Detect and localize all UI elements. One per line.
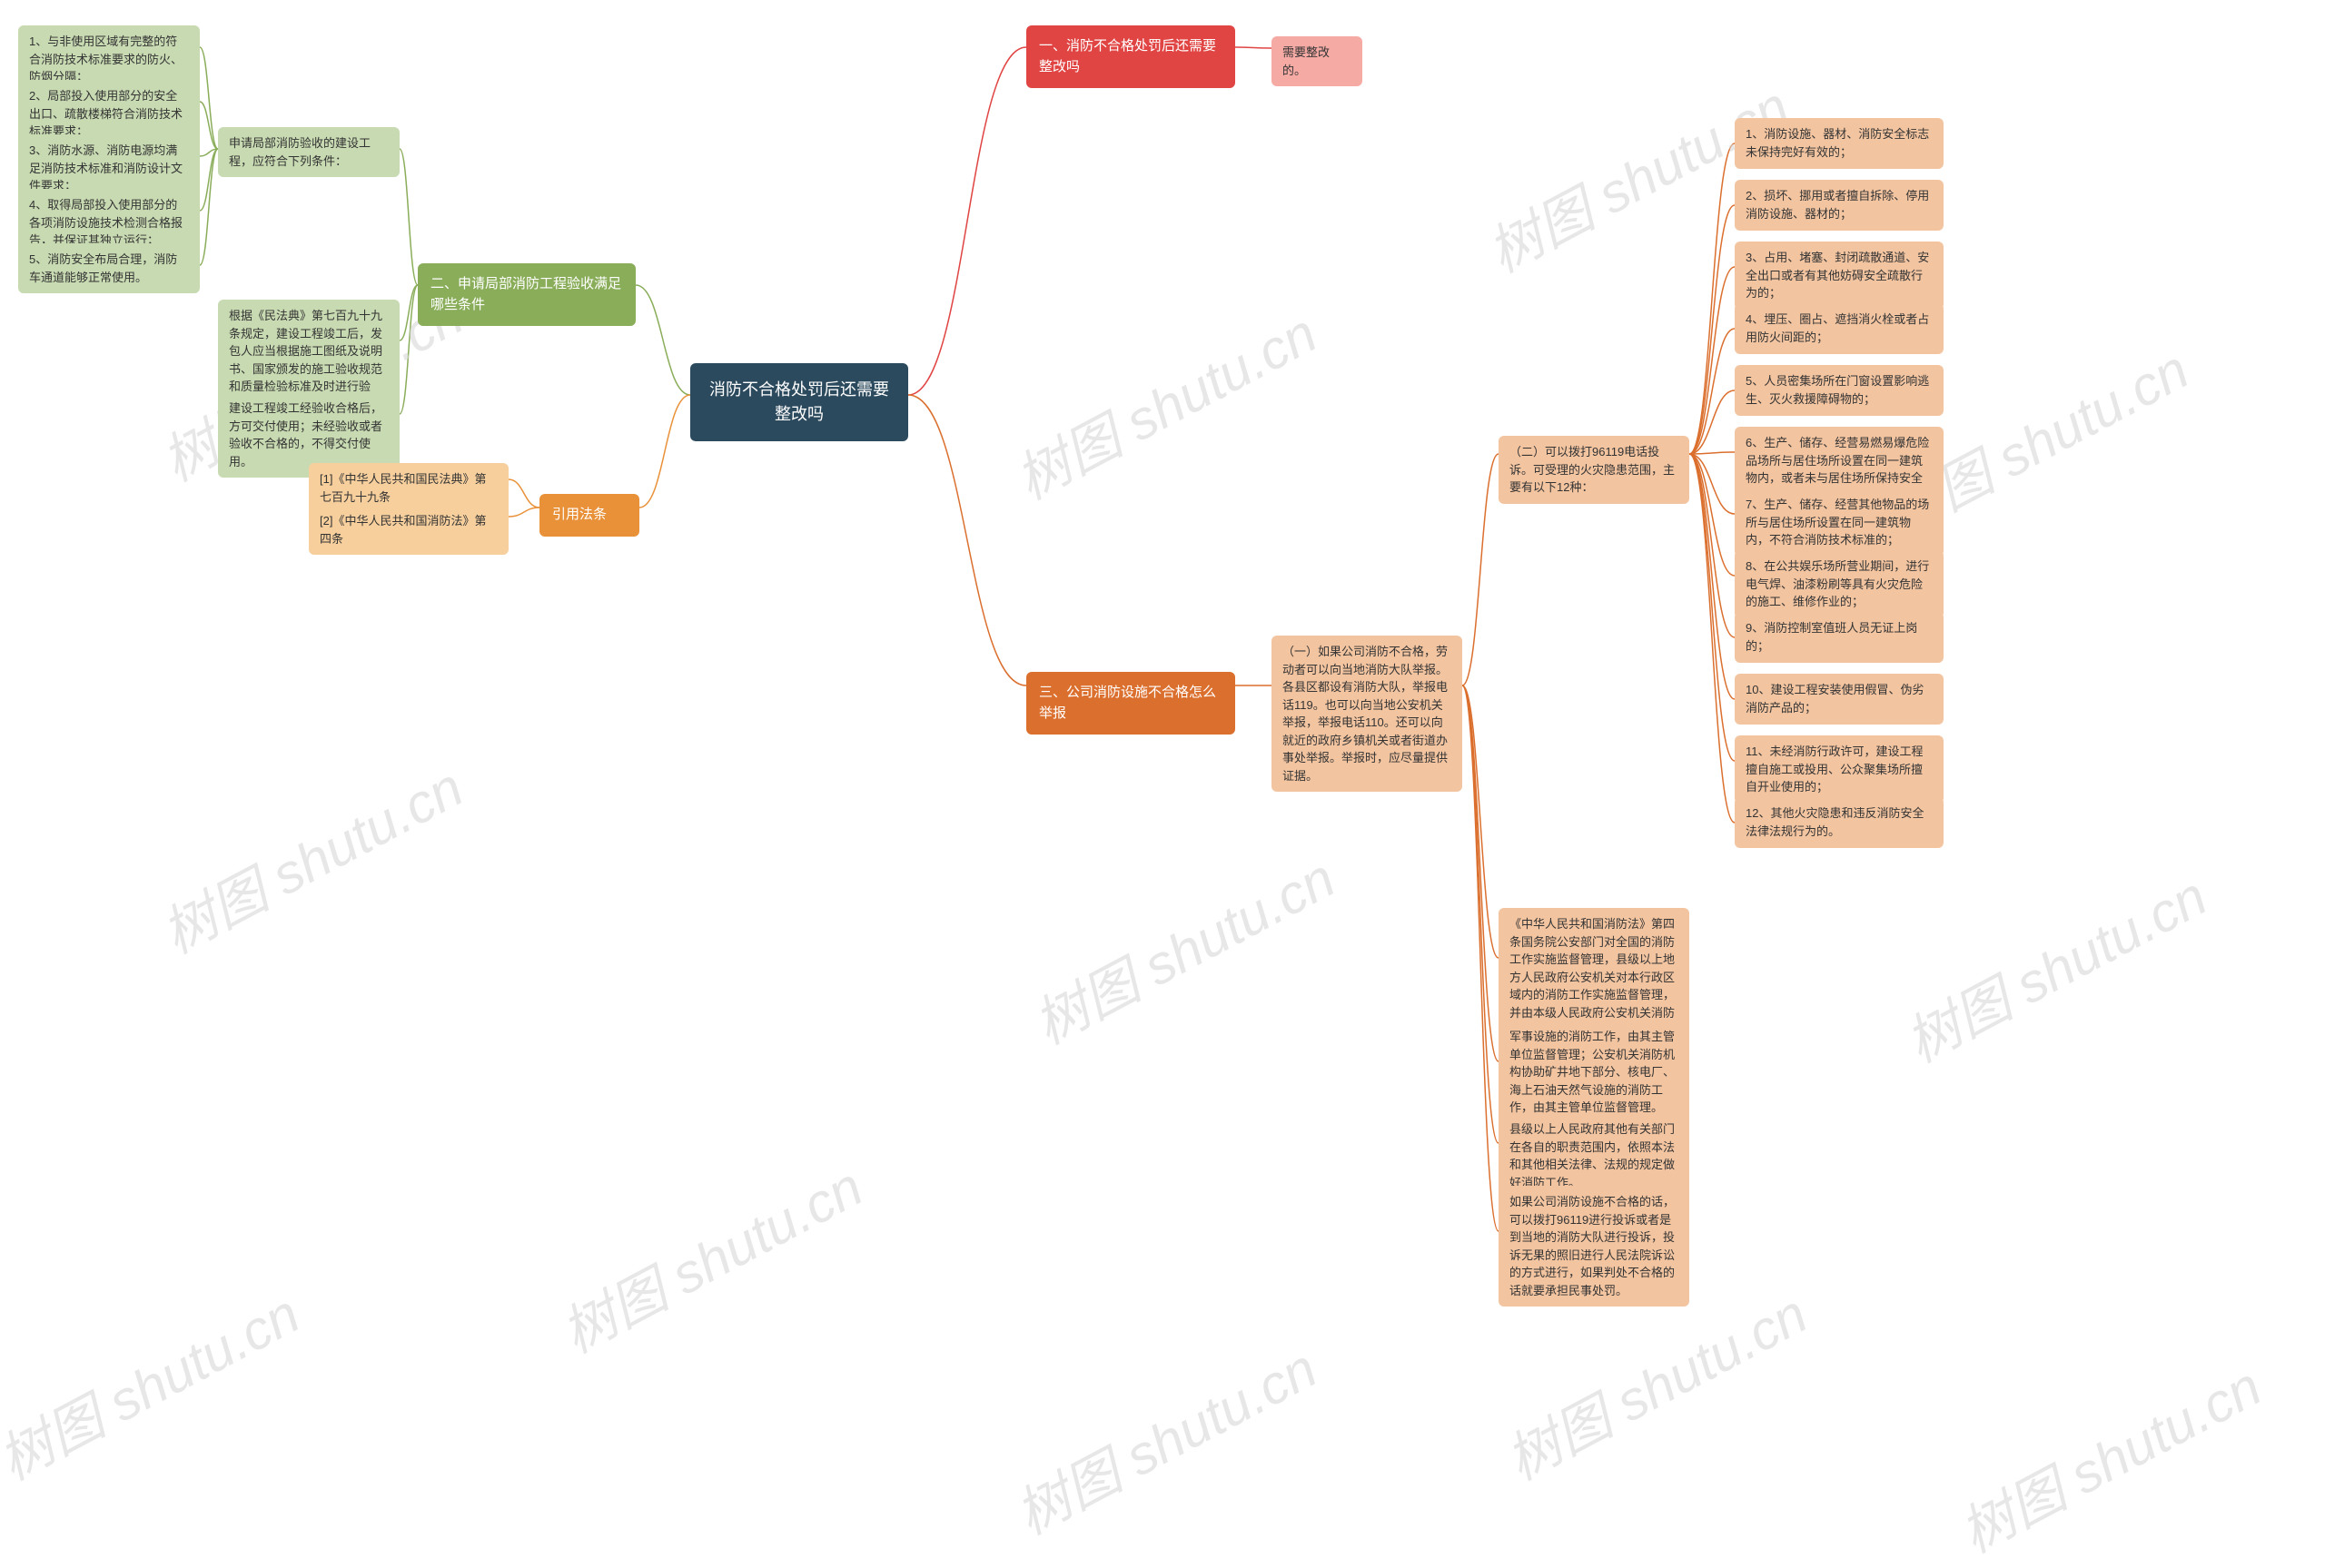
orange-header[interactable]: 三、公司消防设施不合格怎么举报: [1026, 672, 1235, 735]
olive-sub: 申请局部消防验收的建设工程，应符合下列条件：: [218, 127, 400, 177]
olive-leaf-4: 5、消防安全布局合理，消防车通道能够正常使用。: [18, 243, 200, 293]
amber-leaf-1: [2]《中华人民共和国消防法》第四条: [309, 505, 509, 555]
orange-detail-6: 7、生产、储存、经营其他物品的场所与居住场所设置在同一建筑物内，不符合消防技术标…: [1735, 488, 1944, 557]
orange-detail-11: 12、其他火灾隐患和违反消防安全法律法规行为的。: [1735, 797, 1944, 848]
orange-sub1: （一）如果公司消防不合格，劳动者可以向当地消防大队举报。各县区都设有消防大队，举…: [1271, 636, 1462, 792]
orange-tail-3: 如果公司消防设施不合格的话，可以拨打96119进行投诉或者是到当地的消防大队进行…: [1499, 1186, 1689, 1307]
center-node[interactable]: 消防不合格处罚后还需要整改吗: [690, 363, 908, 441]
amber-header[interactable]: 引用法条: [539, 494, 639, 537]
orange-tail-1: 军事设施的消防工作，由其主管单位监督管理；公安机关消防机构协助矿井地下部分、核电…: [1499, 1021, 1689, 1124]
orange-detail-9: 10、建设工程安装使用假冒、伪劣消防产品的；: [1735, 674, 1944, 725]
orange-detail-2: 3、占用、堵塞、封闭疏散通道、安全出口或者有其他妨碍安全疏散行为的；: [1735, 242, 1944, 310]
orange-sub2: （二）可以拨打96119电话投诉。可受理的火灾隐患范围，主要有以下12种：: [1499, 436, 1689, 504]
orange-detail-4: 5、人员密集场所在门窗设置影响逃生、灭火救援障碍物的；: [1735, 365, 1944, 416]
orange-detail-7: 8、在公共娱乐场所营业期间，进行电气焊、油漆粉刷等具有火灾危险的施工、维修作业的…: [1735, 550, 1944, 618]
orange-detail-0: 1、消防设施、器材、消防安全标志未保持完好有效的；: [1735, 118, 1944, 169]
orange-detail-3: 4、埋压、圈占、遮挡消火栓或者占用防火间距的；: [1735, 303, 1944, 354]
olive-header[interactable]: 二、申请局部消防工程验收满足哪些条件: [418, 263, 636, 326]
orange-detail-8: 9、消防控制室值班人员无证上岗的；: [1735, 612, 1944, 663]
orange-detail-10: 11、未经消防行政许可，建设工程擅自施工或投用、公众聚集场所擅自开业使用的；: [1735, 735, 1944, 804]
orange-detail-1: 2、损坏、挪用或者擅自拆除、停用消防设施、器材的；: [1735, 180, 1944, 231]
red-header[interactable]: 一、消防不合格处罚后还需要整改吗: [1026, 25, 1235, 88]
red-leaf-0: 需要整改的。: [1271, 36, 1362, 86]
